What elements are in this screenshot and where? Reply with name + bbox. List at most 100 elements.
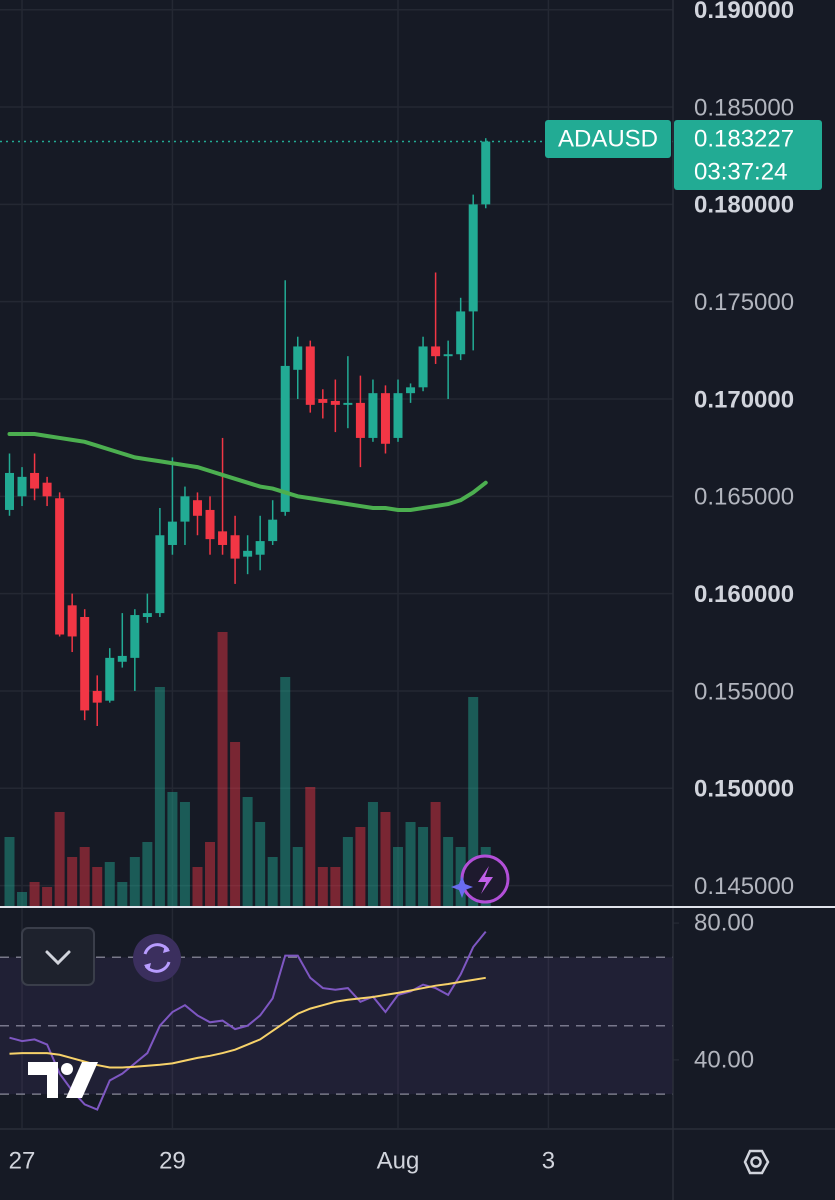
tradingview-logo bbox=[28, 1062, 98, 1098]
candle-body bbox=[318, 399, 328, 403]
moving-average bbox=[7, 432, 488, 512]
candle-body bbox=[130, 615, 140, 658]
volume-bar bbox=[42, 887, 53, 907]
candle-body bbox=[42, 482, 52, 497]
marks bbox=[0, 138, 673, 1111]
symbol-label: ADAUSD bbox=[558, 125, 658, 152]
volume-bar bbox=[54, 812, 65, 907]
candle-body bbox=[456, 311, 466, 355]
volume-bar bbox=[167, 792, 178, 907]
volume-bar bbox=[205, 842, 216, 907]
x-tick-label: Aug bbox=[377, 1147, 420, 1174]
volume-bar bbox=[29, 882, 40, 907]
volume-bar bbox=[192, 867, 203, 907]
candle-body bbox=[218, 531, 228, 545]
candle-body bbox=[255, 541, 265, 555]
rsi-line bbox=[9, 931, 487, 1111]
volume-bar bbox=[330, 867, 341, 907]
volume-bar bbox=[393, 847, 404, 907]
candle-body bbox=[155, 535, 165, 614]
candle-body bbox=[205, 509, 215, 540]
y-tick-label: 0.170000 bbox=[694, 386, 794, 413]
volume-bar bbox=[179, 802, 190, 907]
volume-bar bbox=[154, 687, 165, 907]
volume-bar bbox=[17, 892, 28, 907]
candle-body bbox=[393, 393, 403, 438]
volume-bar bbox=[430, 802, 441, 907]
volume-bar bbox=[292, 847, 303, 907]
volume-bar bbox=[104, 862, 115, 907]
candle-body bbox=[30, 472, 40, 489]
candle-body bbox=[481, 141, 491, 205]
volume-bar bbox=[355, 827, 366, 907]
volume-bar bbox=[317, 867, 328, 907]
candle-body bbox=[368, 393, 378, 438]
candle-body bbox=[293, 346, 303, 370]
candle-body bbox=[92, 690, 102, 703]
candle-body bbox=[180, 496, 190, 522]
candle-body bbox=[192, 500, 202, 516]
volume-bar bbox=[267, 857, 278, 907]
y-tick-label: 0.180000 bbox=[694, 192, 794, 219]
volume-bar bbox=[367, 802, 378, 907]
candle-body bbox=[117, 655, 127, 662]
y-tick-label: 0.145000 bbox=[694, 873, 794, 900]
candle-body bbox=[167, 521, 177, 545]
candle-body bbox=[343, 402, 353, 405]
volume-bar bbox=[4, 837, 15, 907]
price-label-box bbox=[674, 120, 822, 190]
labels: 0.145000 0.150000 0.155000 0.160000 0.165000… bbox=[9, 0, 794, 1174]
collapse-button[interactable] bbox=[21, 927, 95, 986]
y-tick-label: 0.185000 bbox=[694, 94, 794, 121]
volume-bar bbox=[242, 797, 253, 907]
candle-body bbox=[380, 393, 390, 444]
last-price: 0.183227 bbox=[694, 125, 794, 152]
candle-body bbox=[4, 472, 14, 510]
volume-bar bbox=[217, 632, 228, 907]
volume-bar bbox=[117, 882, 128, 907]
volume-bar bbox=[443, 837, 454, 907]
candle-body bbox=[55, 498, 65, 635]
volume-bar bbox=[67, 857, 78, 907]
y-tick-label: 0.190000 bbox=[694, 0, 794, 24]
volume-bar bbox=[255, 822, 266, 907]
countdown: 03:37:24 bbox=[694, 158, 787, 185]
volume-bar bbox=[79, 847, 90, 907]
rsi-tick-label: 40.00 bbox=[694, 1046, 754, 1073]
sync-button[interactable] bbox=[133, 934, 181, 982]
candle-body bbox=[268, 519, 278, 542]
volume-bar bbox=[405, 822, 416, 907]
candle-body bbox=[443, 354, 453, 357]
rsi-band-fill bbox=[0, 957, 673, 1095]
settings-button[interactable] bbox=[743, 1149, 770, 1175]
candle-body bbox=[355, 402, 365, 438]
candle-body bbox=[280, 365, 290, 512]
volume-bar bbox=[142, 842, 153, 907]
candle-body bbox=[17, 476, 27, 497]
x-tick-label: 3 bbox=[542, 1147, 555, 1174]
volume-bar bbox=[92, 867, 103, 907]
candle-body bbox=[243, 550, 253, 557]
volume-bar bbox=[468, 697, 479, 907]
volume bbox=[4, 632, 491, 907]
y-tick-label: 0.150000 bbox=[694, 776, 794, 803]
candle-body bbox=[305, 346, 315, 405]
candle-body bbox=[418, 346, 428, 388]
candle-body bbox=[406, 387, 416, 394]
candle-body bbox=[67, 605, 77, 637]
symbol-label-box bbox=[545, 120, 671, 158]
volume-bar bbox=[230, 742, 241, 907]
y-tick-label: 0.165000 bbox=[694, 484, 794, 511]
candle-body bbox=[80, 616, 90, 711]
x-tick-label: 29 bbox=[159, 1147, 186, 1174]
x-tick-label: 27 bbox=[9, 1147, 36, 1174]
y-tick-label: 0.160000 bbox=[694, 581, 794, 608]
volume-bar bbox=[380, 812, 391, 907]
candle-body bbox=[330, 400, 340, 405]
rsi-tick-label: 80.00 bbox=[694, 909, 754, 936]
candle-body bbox=[142, 613, 152, 617]
lightning-button[interactable] bbox=[451, 854, 510, 904]
candle-body bbox=[105, 657, 115, 701]
